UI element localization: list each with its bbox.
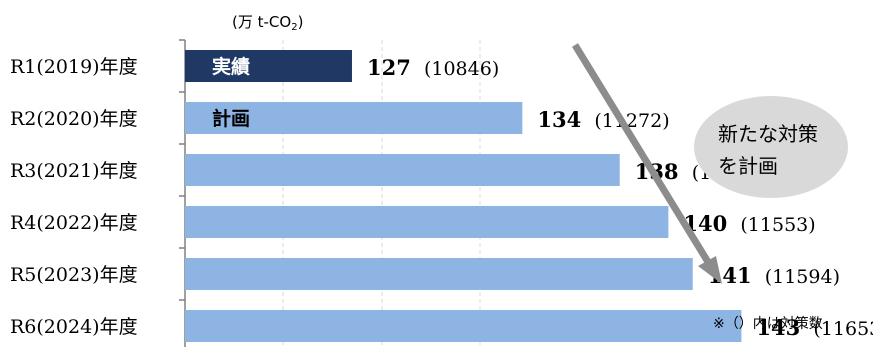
- count-label: (11653): [813, 318, 873, 340]
- bar-3: [185, 154, 620, 186]
- gridlines: [282, 40, 481, 347]
- bar-4: [185, 206, 669, 238]
- bars: [185, 50, 742, 342]
- category-label: R1(2019)年度: [10, 56, 138, 78]
- bar-inner-label: 実績: [212, 55, 250, 78]
- bar-6: [185, 310, 742, 342]
- arrow-head: [698, 256, 722, 284]
- count-label: (11594): [765, 266, 840, 288]
- value-label: 127: [367, 55, 411, 80]
- unit-label: (万 t-CO2): [232, 13, 303, 33]
- labels: R1(2019)年度 実績 127 (10846) R2(2020)年度 計画 134 (11…: [10, 55, 873, 340]
- bubble-shape: [694, 96, 848, 198]
- bar-2: [185, 102, 523, 134]
- count-label: (11553): [740, 214, 815, 236]
- y-axis: [179, 39, 186, 347]
- plan-bubble: 新たな対策 を計画: [694, 96, 848, 198]
- bubble-line-1: 新たな対策: [718, 122, 818, 146]
- category-label: R4(2022)年度: [10, 212, 138, 234]
- category-label: R2(2020)年度: [10, 108, 138, 130]
- category-label: R6(2024)年度: [10, 316, 138, 338]
- bar-5: [185, 258, 693, 290]
- count-label: (11272): [594, 110, 669, 132]
- arrow-shaft: [572, 43, 711, 264]
- value-label: 134: [537, 107, 581, 132]
- category-label: R3(2021)年度: [10, 160, 138, 182]
- category-label: R5(2023)年度: [10, 264, 138, 286]
- bubble-line-2: を計画: [718, 154, 778, 178]
- count-label: (10846): [424, 58, 499, 80]
- value-label: 143: [756, 315, 800, 340]
- bar-1: [185, 50, 352, 82]
- count-note: ※（）内は対策数: [713, 315, 823, 332]
- bar-inner-label: 計画: [212, 107, 250, 130]
- annotation-arrow: [572, 43, 722, 284]
